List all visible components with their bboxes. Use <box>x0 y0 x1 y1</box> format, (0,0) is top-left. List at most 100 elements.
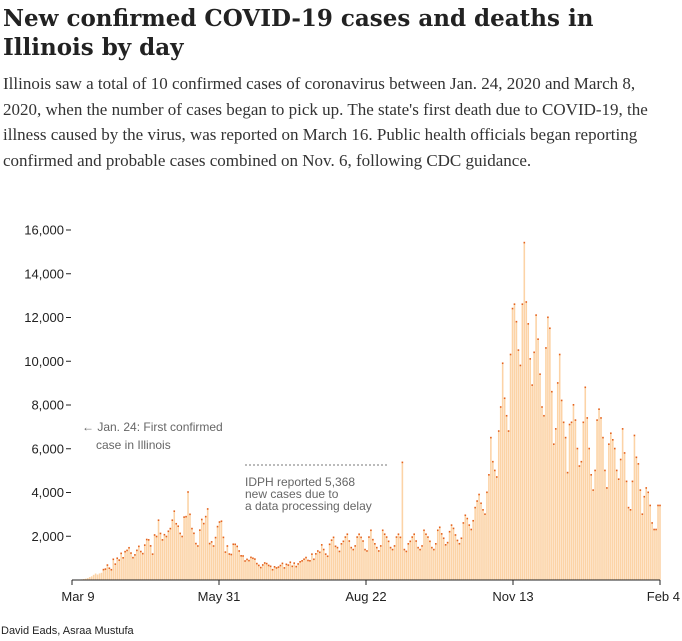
deaths-dot <box>356 536 358 538</box>
deaths-dot <box>503 397 506 400</box>
deaths-dot <box>350 546 353 549</box>
cases-bar <box>419 549 421 580</box>
deaths-dot <box>258 564 260 567</box>
cases-bar <box>562 422 565 580</box>
deaths-dot <box>171 519 174 522</box>
deaths-dot <box>151 553 154 555</box>
cases-bar <box>242 556 244 580</box>
deaths-dot <box>580 460 583 463</box>
cases-bar <box>448 531 451 581</box>
deaths-dot <box>639 489 642 491</box>
cases-bar <box>328 544 331 580</box>
x-tick-label: Mar 9 <box>61 589 94 604</box>
deaths-dot <box>303 558 305 561</box>
deaths-dot <box>372 538 374 541</box>
x-tick-label: Aug 22 <box>345 589 386 604</box>
deaths-dot <box>336 546 339 549</box>
cases-bar <box>425 534 427 580</box>
cases-bar <box>354 546 356 580</box>
cases-bar <box>450 525 453 580</box>
cases-bar <box>543 415 545 580</box>
deaths-dot <box>625 480 628 483</box>
cases-bar <box>108 568 111 580</box>
deaths-dot <box>183 516 185 518</box>
deaths-dot <box>169 527 172 530</box>
cases-bar <box>468 525 471 580</box>
deaths-dot <box>539 373 541 375</box>
cases-bar <box>401 462 404 580</box>
deaths-dot <box>499 406 502 408</box>
deaths-dot <box>643 495 646 498</box>
cases-bar <box>495 477 498 580</box>
cases-bar <box>151 554 154 580</box>
deaths-dot <box>411 536 414 538</box>
cases-bar <box>513 304 516 581</box>
cases-bar <box>140 551 142 580</box>
deaths-dot <box>511 307 514 310</box>
deaths-dot <box>458 542 461 545</box>
deaths-dot <box>598 408 600 410</box>
cases-bar <box>501 363 504 580</box>
deaths-dot <box>554 428 557 430</box>
deaths-dot <box>588 447 590 450</box>
chart-title: New confirmed COVID-19 cases and deaths … <box>3 5 594 61</box>
cases-bar <box>315 554 317 580</box>
cases-bar <box>515 321 518 581</box>
cases-bar <box>600 418 602 581</box>
deaths-dot <box>627 506 630 509</box>
cases-bar <box>252 558 254 580</box>
deaths-dot <box>446 541 449 544</box>
deaths-dot <box>409 540 412 543</box>
cases-bar <box>395 537 398 580</box>
deaths-dot <box>273 566 276 568</box>
cases-bar <box>456 540 459 581</box>
cases-bar <box>435 544 437 580</box>
deaths-dot <box>283 567 286 569</box>
cases-bar <box>637 464 640 580</box>
bars-group <box>71 242 661 581</box>
cases-bar <box>657 505 659 581</box>
cases-bar <box>442 538 445 580</box>
deaths-dot <box>476 500 478 502</box>
cases-bar <box>494 470 496 581</box>
deaths-dot <box>293 562 296 564</box>
cases-bar <box>338 551 341 580</box>
cases-bar <box>161 540 164 580</box>
deaths-dot <box>649 504 651 507</box>
cases-bar <box>633 435 636 581</box>
cases-bar <box>199 530 201 580</box>
cases-bar <box>431 547 433 580</box>
deaths-dot <box>322 548 325 551</box>
cases-bar <box>586 418 589 581</box>
cases-bar <box>236 546 238 580</box>
deaths-dot <box>403 548 406 551</box>
x-tick-label: Feb 4 <box>647 589 680 604</box>
deaths-dot <box>442 537 445 540</box>
cases-bar <box>391 549 394 580</box>
cases-bar <box>525 302 528 580</box>
cases-bar <box>492 461 494 581</box>
cases-bar <box>417 547 419 580</box>
cases-bar <box>234 544 237 580</box>
cases-bar <box>122 557 124 580</box>
cases-bar <box>138 546 140 580</box>
cases-bar <box>346 534 349 580</box>
cases-bar <box>397 534 400 580</box>
cases-bar <box>582 422 585 580</box>
deaths-dot <box>311 553 313 555</box>
cases-bar <box>539 374 541 581</box>
deaths-dot <box>556 382 559 384</box>
cases-bar <box>433 549 435 580</box>
cases-bar <box>153 535 156 580</box>
deaths-dot <box>189 513 191 516</box>
cases-bar <box>342 541 345 580</box>
cases-bar <box>228 554 231 580</box>
cases-bar <box>387 541 390 580</box>
cases-bar <box>472 520 474 580</box>
deaths-dot <box>159 532 162 535</box>
cases-bar <box>509 354 512 580</box>
deaths-dot <box>586 417 589 419</box>
cases-bar <box>484 514 486 581</box>
deaths-dot <box>395 536 398 538</box>
cases-bar <box>230 554 233 580</box>
